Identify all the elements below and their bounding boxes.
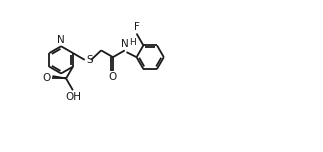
Text: N: N [120,39,128,49]
Text: O: O [43,73,51,83]
Text: S: S [86,55,93,65]
Text: OH: OH [65,92,81,102]
Text: N: N [57,35,65,45]
Text: O: O [109,72,117,82]
Text: H: H [129,38,136,47]
Text: F: F [134,22,140,32]
